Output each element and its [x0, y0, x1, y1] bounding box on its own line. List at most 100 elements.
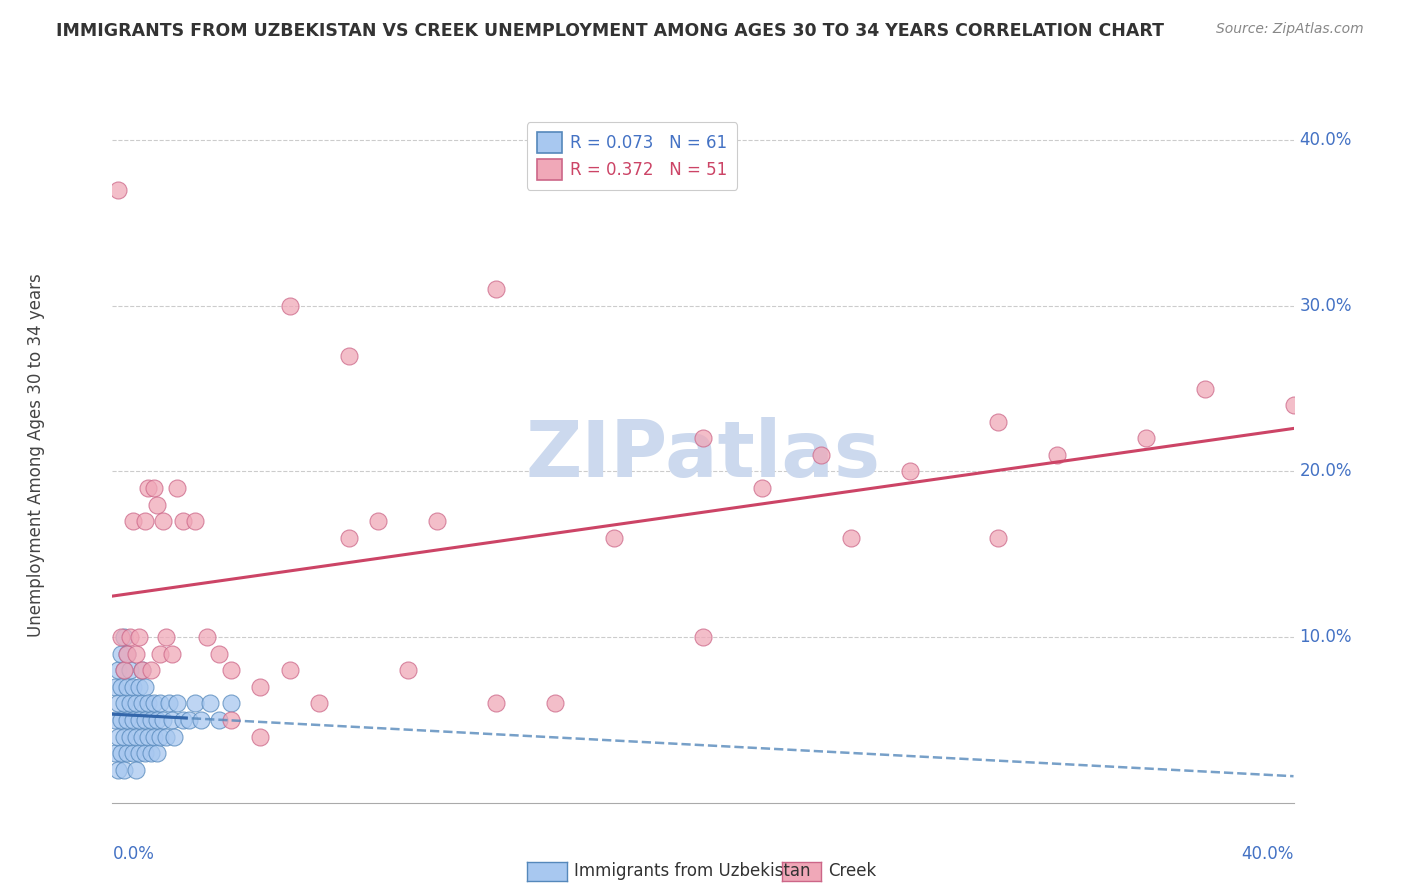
- Point: [692, 431, 714, 445]
- Point: [142, 697, 165, 711]
- Point: [110, 680, 132, 694]
- Point: [337, 531, 360, 545]
- Point: [112, 730, 135, 744]
- Point: [166, 481, 188, 495]
- Point: [125, 647, 148, 661]
- Point: [149, 647, 172, 661]
- Point: [155, 630, 177, 644]
- Point: [117, 713, 138, 727]
- Point: [122, 713, 145, 727]
- Point: [149, 730, 172, 744]
- Point: [692, 630, 714, 644]
- Point: [120, 697, 142, 711]
- Point: [131, 697, 153, 711]
- Point: [125, 763, 148, 777]
- Text: 30.0%: 30.0%: [1299, 297, 1353, 315]
- Point: [810, 448, 832, 462]
- Point: [172, 514, 194, 528]
- Text: IMMIGRANTS FROM UZBEKISTAN VS CREEK UNEMPLOYMENT AMONG AGES 30 TO 34 YEARS CORRE: IMMIGRANTS FROM UZBEKISTAN VS CREEK UNEM…: [56, 22, 1164, 40]
- Point: [134, 746, 156, 760]
- Point: [134, 713, 156, 727]
- Point: [603, 531, 626, 545]
- Point: [157, 697, 180, 711]
- Point: [1282, 398, 1305, 412]
- Point: [112, 663, 135, 677]
- Point: [1135, 431, 1157, 445]
- Point: [117, 746, 138, 760]
- Point: [120, 663, 142, 677]
- Point: [110, 647, 132, 661]
- Point: [131, 663, 153, 677]
- Point: [544, 697, 567, 711]
- Point: [278, 663, 301, 677]
- Point: [136, 481, 159, 495]
- Point: [110, 630, 132, 644]
- Point: [152, 514, 174, 528]
- Text: 0.0%: 0.0%: [112, 845, 155, 863]
- Point: [112, 663, 135, 677]
- Point: [117, 647, 138, 661]
- Point: [160, 713, 183, 727]
- Point: [125, 697, 148, 711]
- Point: [184, 697, 207, 711]
- Point: [139, 746, 162, 760]
- Point: [110, 713, 132, 727]
- Point: [160, 647, 183, 661]
- Point: [367, 514, 389, 528]
- Point: [107, 763, 129, 777]
- Point: [107, 697, 129, 711]
- Point: [142, 481, 165, 495]
- Point: [179, 713, 201, 727]
- Point: [142, 730, 165, 744]
- Point: [208, 647, 231, 661]
- Point: [112, 763, 135, 777]
- Text: Unemployment Among Ages 30 to 34 years: Unemployment Among Ages 30 to 34 years: [27, 273, 45, 637]
- Point: [195, 630, 218, 644]
- Point: [485, 697, 508, 711]
- Point: [122, 514, 145, 528]
- Point: [104, 746, 127, 760]
- Point: [122, 746, 145, 760]
- Point: [172, 713, 194, 727]
- Point: [337, 349, 360, 363]
- Point: [128, 680, 150, 694]
- Point: [107, 663, 129, 677]
- Legend: R = 0.073   N = 61, R = 0.372   N = 51: R = 0.073 N = 61, R = 0.372 N = 51: [527, 122, 737, 190]
- Point: [184, 514, 207, 528]
- Point: [839, 531, 862, 545]
- Point: [128, 713, 150, 727]
- Point: [198, 697, 221, 711]
- Point: [426, 514, 449, 528]
- Point: [1046, 448, 1069, 462]
- Text: 40.0%: 40.0%: [1241, 845, 1294, 863]
- Point: [190, 713, 212, 727]
- Point: [249, 680, 271, 694]
- Point: [128, 630, 150, 644]
- Point: [146, 746, 169, 760]
- Point: [110, 746, 132, 760]
- Text: Source: ZipAtlas.com: Source: ZipAtlas.com: [1216, 22, 1364, 37]
- Point: [117, 680, 138, 694]
- Point: [166, 697, 188, 711]
- Point: [987, 531, 1010, 545]
- Point: [104, 680, 127, 694]
- Point: [308, 697, 330, 711]
- Point: [136, 697, 159, 711]
- Point: [163, 730, 186, 744]
- Point: [219, 697, 242, 711]
- Point: [249, 730, 271, 744]
- Point: [112, 630, 135, 644]
- Point: [131, 663, 153, 677]
- Point: [134, 680, 156, 694]
- Point: [485, 282, 508, 296]
- Point: [107, 730, 129, 744]
- Text: ZIPatlas: ZIPatlas: [526, 417, 880, 493]
- Point: [125, 730, 148, 744]
- Point: [987, 415, 1010, 429]
- Point: [219, 713, 242, 727]
- Point: [751, 481, 773, 495]
- Text: 10.0%: 10.0%: [1299, 628, 1353, 646]
- Text: Immigrants from Uzbekistan: Immigrants from Uzbekistan: [574, 863, 810, 880]
- Point: [898, 465, 921, 479]
- Point: [278, 299, 301, 313]
